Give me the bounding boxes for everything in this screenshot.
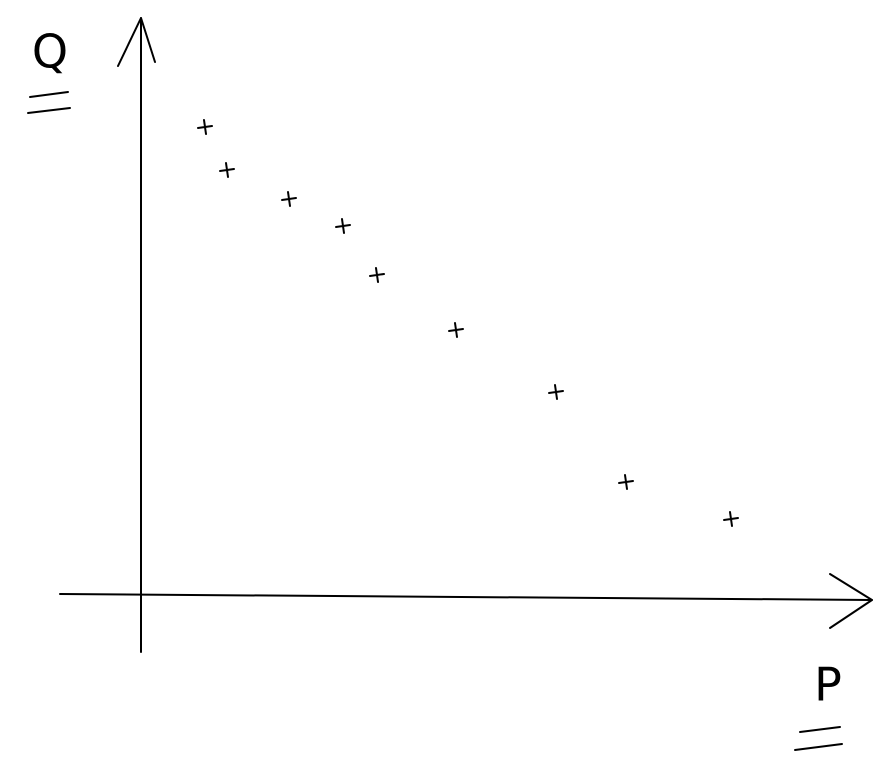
x-axis xyxy=(59,593,873,601)
point xyxy=(548,384,564,400)
y-axis-label: Q xyxy=(32,25,68,79)
underline xyxy=(27,107,71,114)
underline xyxy=(29,91,69,98)
underline xyxy=(794,743,843,751)
point xyxy=(723,511,739,527)
point xyxy=(448,322,464,338)
point xyxy=(618,474,634,490)
point xyxy=(335,218,351,234)
point xyxy=(219,162,235,178)
point xyxy=(197,119,213,135)
x-axis-label: P xyxy=(814,658,842,712)
underline xyxy=(799,726,841,733)
x-axis-arrow xyxy=(829,573,873,629)
point xyxy=(281,191,297,207)
point xyxy=(369,267,385,283)
y-axis-arrow xyxy=(117,17,156,67)
